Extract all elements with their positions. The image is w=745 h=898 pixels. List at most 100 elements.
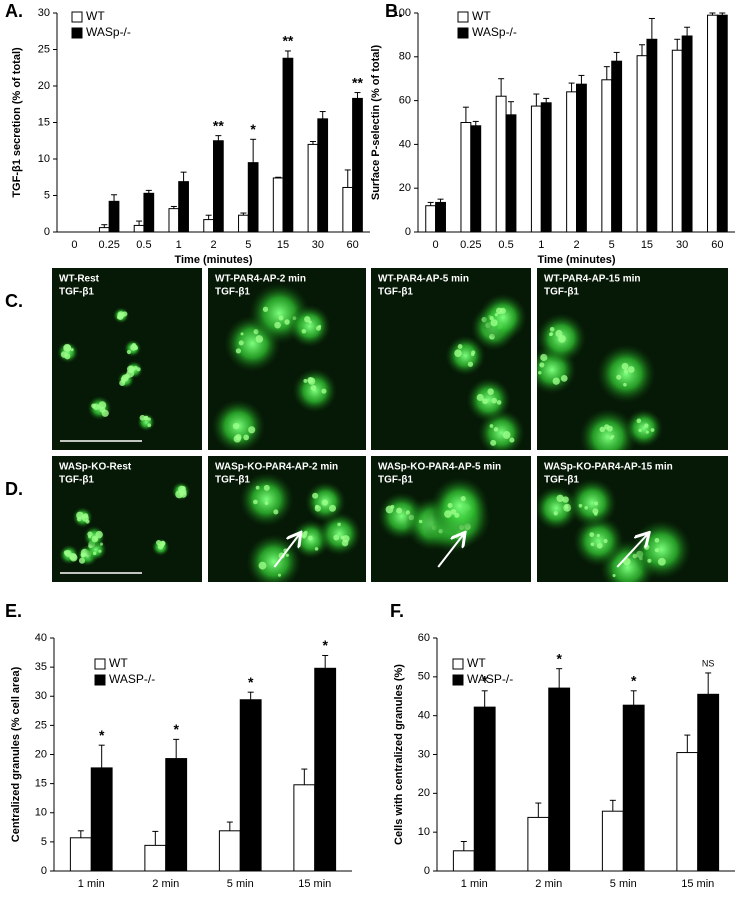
granule <box>128 366 135 372</box>
cell <box>466 377 512 423</box>
significance: * <box>99 727 105 743</box>
bar <box>213 140 224 233</box>
micrograph-content <box>371 456 531 582</box>
granule <box>258 561 267 570</box>
image-title: WASp-KO-PAR4-AP-15 min <box>544 462 673 473</box>
bar <box>178 181 189 233</box>
granule <box>645 430 649 434</box>
image-title: WASp-KO-Rest <box>59 462 132 473</box>
bar <box>707 14 718 233</box>
granule <box>235 348 242 354</box>
granule <box>98 549 102 553</box>
bar <box>238 214 249 233</box>
micrograph-content <box>537 456 728 582</box>
y-tick-label: 0 <box>405 226 411 238</box>
granule <box>285 553 289 557</box>
granule <box>555 329 563 338</box>
bar <box>636 55 648 233</box>
granule <box>94 537 98 541</box>
x-tick-label: 15 min <box>298 878 331 890</box>
x-tick-label: 0.5 <box>498 239 513 251</box>
granule <box>596 542 603 549</box>
arrow <box>437 534 464 568</box>
granule <box>482 398 488 405</box>
granule <box>444 510 452 518</box>
bar <box>540 102 552 233</box>
granule <box>178 485 186 493</box>
granule <box>650 428 655 432</box>
panel-label: B. <box>385 1 403 21</box>
granule <box>307 377 314 384</box>
bar <box>352 97 363 233</box>
granule <box>578 503 583 508</box>
x-tick-label: 15 <box>277 239 289 251</box>
granule <box>314 547 319 551</box>
significance: * <box>173 721 179 737</box>
cell <box>445 335 486 376</box>
y-tick-label: 40 <box>418 710 430 722</box>
image-stain: TGF-β1 <box>544 475 579 486</box>
cell <box>317 511 362 557</box>
cell <box>631 519 692 580</box>
granule <box>321 388 327 394</box>
granule <box>553 511 558 516</box>
legend-label: WT <box>472 9 491 23</box>
image-title: WT-Rest <box>59 274 100 285</box>
micrograph <box>371 456 531 582</box>
granule <box>612 573 616 578</box>
image-stain: TGF-β1 <box>215 287 250 298</box>
y-axis-title: Surface P-selectin (% of total) <box>370 45 382 201</box>
granule <box>558 335 566 343</box>
y-tick-label: 40 <box>35 632 47 644</box>
bar <box>611 60 623 233</box>
x-tick-label: 1 min <box>461 878 488 890</box>
legend-label: WASP-/- <box>467 672 513 686</box>
y-tick-label: 0 <box>41 865 47 877</box>
significance: * <box>556 650 562 666</box>
bar <box>218 830 241 872</box>
granule <box>606 425 613 432</box>
granule <box>654 548 659 553</box>
image-stain: TGF-β1 <box>378 287 413 298</box>
legend-swatch <box>71 27 83 39</box>
y-tick-label: 15 <box>38 116 50 128</box>
granule <box>117 315 121 320</box>
y-tick-label: 10 <box>418 826 430 838</box>
bar <box>168 208 180 233</box>
bar <box>716 14 728 233</box>
image-title: WT-PAR4-AP-5 min <box>378 274 469 285</box>
granule <box>599 426 606 433</box>
granule <box>538 370 542 375</box>
granule <box>341 539 349 547</box>
granule <box>616 374 622 380</box>
granule <box>240 332 244 336</box>
y-tick-label: 40 <box>399 138 411 150</box>
y-tick-label: 25 <box>35 719 47 731</box>
granule <box>64 550 72 557</box>
granule <box>603 538 608 544</box>
bar <box>342 186 354 233</box>
panel-label: F. <box>390 601 404 621</box>
cell <box>430 476 489 536</box>
granule <box>92 551 97 556</box>
y-tick-label: 80 <box>399 51 411 63</box>
bar <box>293 784 316 872</box>
granule <box>307 535 313 541</box>
bar <box>435 201 446 233</box>
granule <box>83 513 89 519</box>
x-tick-label: 5 <box>245 239 251 251</box>
cell <box>239 472 294 527</box>
cell <box>624 408 664 448</box>
cell <box>87 395 112 421</box>
y-tick-label: 30 <box>418 748 430 760</box>
bar <box>505 114 517 233</box>
x-tick-label: 0 <box>433 239 439 251</box>
granule <box>476 393 484 402</box>
micrograph-content <box>371 268 531 450</box>
y-tick-label: 10 <box>35 807 47 819</box>
granule <box>147 423 152 428</box>
cell <box>572 515 625 567</box>
micrograph <box>208 268 366 450</box>
x-tick-label: 60 <box>711 239 723 251</box>
granule <box>312 492 319 499</box>
